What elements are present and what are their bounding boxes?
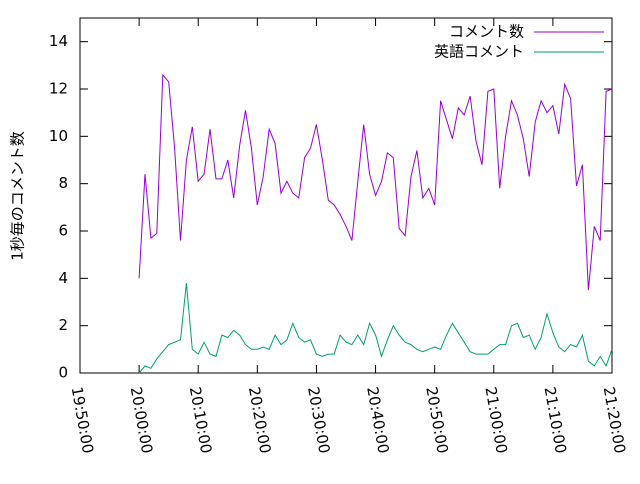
x-tick-label: 20:20:00 [245, 385, 274, 454]
line-series [138, 283, 613, 374]
legend-label: コメント数 [449, 23, 524, 41]
x-tick-label: 21:10:00 [541, 385, 570, 454]
y-axis-label: 1秒毎のコメント数 [9, 131, 27, 261]
y-tick-label: 4 [58, 269, 68, 287]
plot-frame [79, 17, 613, 374]
y-tick-label: 12 [49, 80, 68, 98]
y-tick-label: 8 [58, 174, 68, 192]
y-tick-label: 2 [58, 316, 68, 334]
y-tick-label: 6 [58, 222, 68, 240]
x-tick-label: 19:50:00 [68, 385, 97, 454]
line-series [138, 73, 613, 291]
y-tick-label: 0 [58, 364, 68, 382]
x-tick-label: 20:10:00 [186, 385, 215, 454]
x-tick-label: 20:50:00 [422, 385, 451, 454]
y-tick-label: 10 [49, 127, 68, 145]
x-tick-label: 20:30:00 [304, 385, 333, 454]
x-tick-label: 20:40:00 [363, 385, 392, 454]
y-tick-label: 14 [49, 32, 68, 50]
x-tick-label: 21:20:00 [600, 385, 629, 454]
x-tick-label: 20:00:00 [127, 385, 156, 454]
x-tick-label: 21:00:00 [481, 385, 510, 454]
legend-label: 英語コメント [434, 43, 524, 61]
